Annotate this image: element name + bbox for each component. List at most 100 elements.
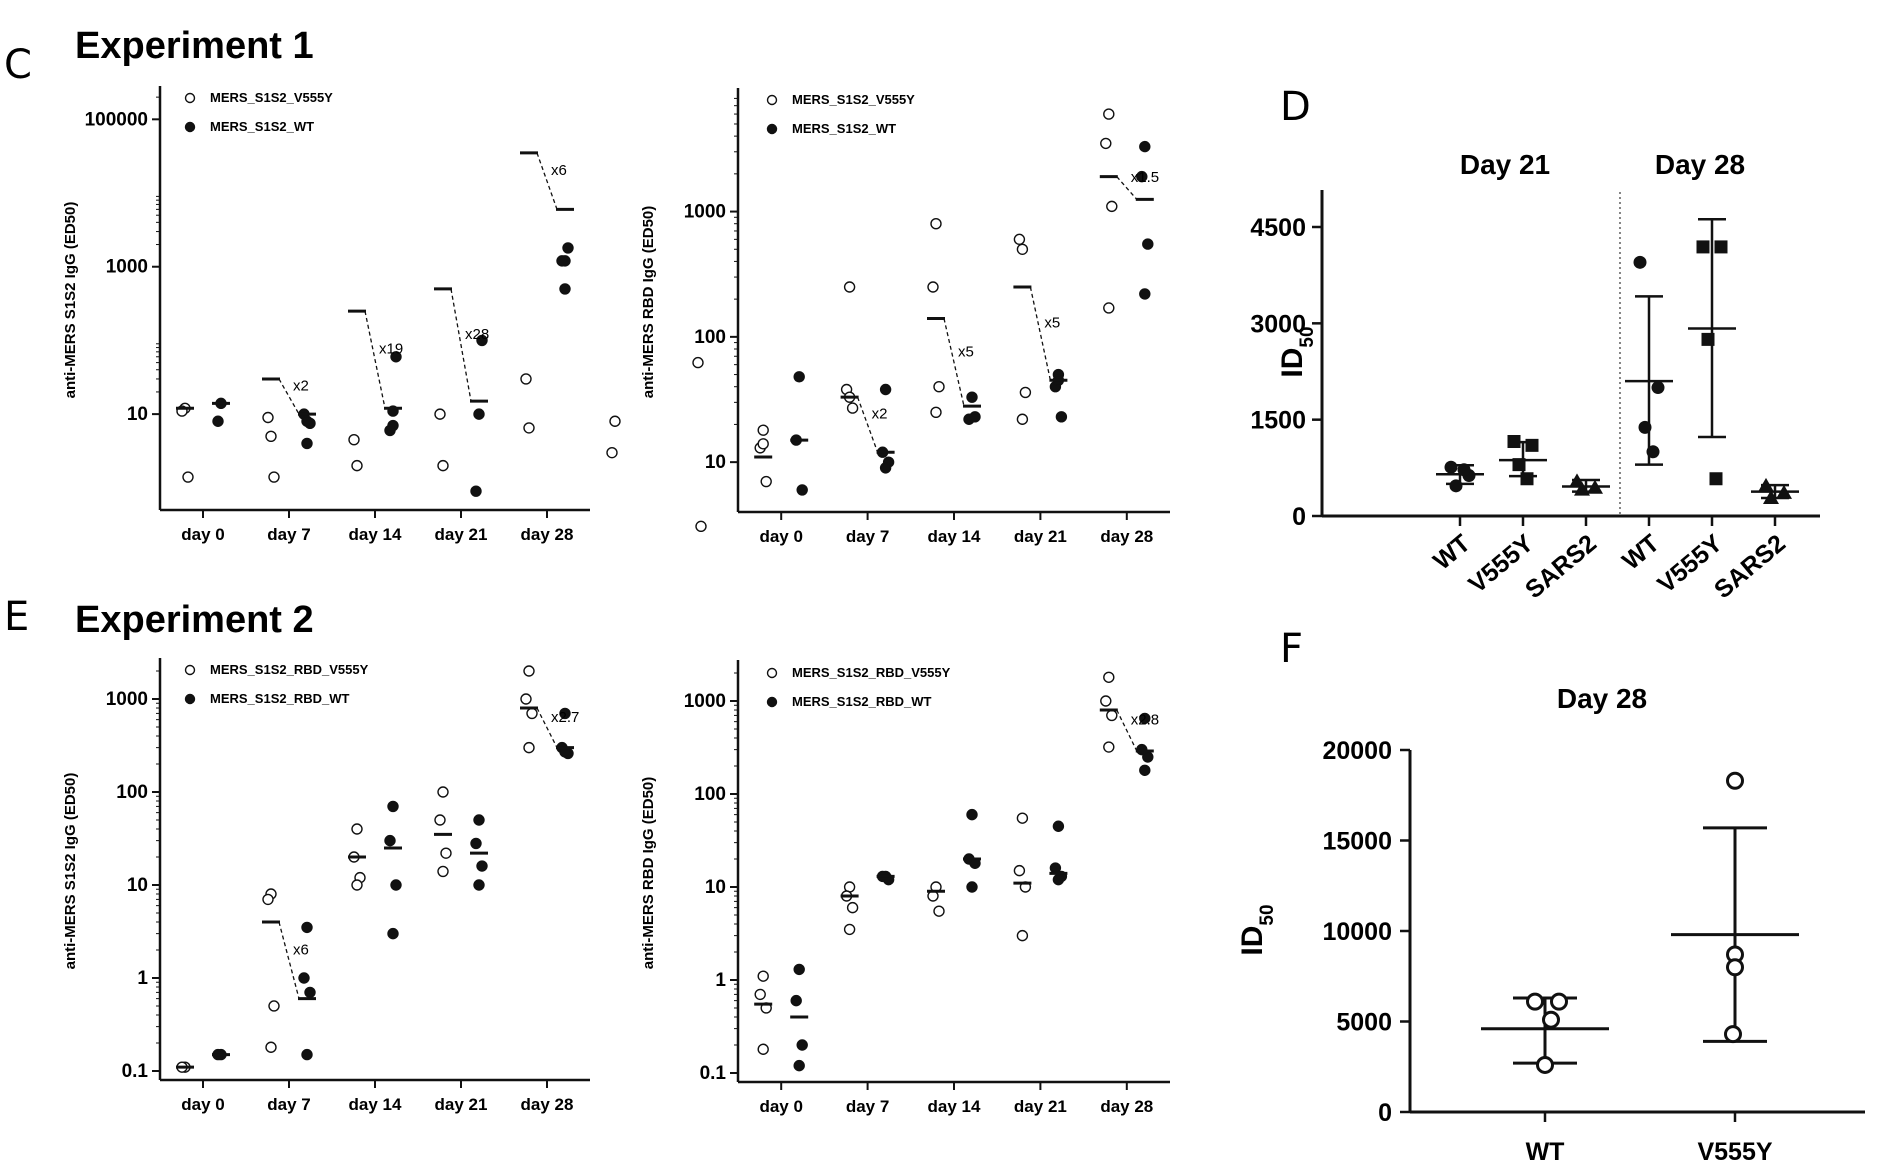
data-point — [437, 865, 449, 878]
data-point — [1106, 709, 1118, 722]
data-point-square — [1701, 332, 1715, 346]
data-point — [1016, 243, 1029, 255]
fold-change-line — [1029, 286, 1052, 381]
data-point — [692, 356, 704, 369]
data-point — [1055, 411, 1068, 423]
data-point — [1103, 741, 1115, 753]
x-tick-label: day 21 — [435, 525, 488, 544]
data-point — [351, 823, 363, 835]
chart-d-id50: Day 21 Day 280150030004500ID50WTV555YSARS… — [1250, 149, 1820, 604]
data-point — [1139, 764, 1151, 776]
y-axis-label-subscript: 50 — [1297, 326, 1318, 347]
y-tick-label: 10 — [705, 452, 726, 473]
data-point — [212, 415, 224, 427]
legend-label: MERS_S1S2_RBD_V555Y — [792, 665, 951, 680]
x-tick-label: day 0 — [759, 1097, 802, 1116]
data-point — [1100, 137, 1112, 150]
y-axis-label-main: ID — [1236, 926, 1269, 956]
data-point — [520, 693, 532, 705]
data-point — [387, 927, 399, 940]
data-point — [434, 814, 446, 826]
data-point — [351, 879, 363, 891]
data-point-triangle — [1763, 490, 1779, 505]
y-tick-label: 10000 — [1322, 918, 1392, 946]
data-point — [1052, 873, 1065, 886]
data-point — [348, 433, 360, 446]
y-tick-label: 1 — [715, 970, 726, 991]
panel-letter-f: F — [1280, 626, 1303, 672]
data-point — [523, 665, 535, 677]
data-point — [390, 351, 402, 363]
y-tick-label: 0 — [1378, 1099, 1392, 1127]
data-point — [351, 459, 363, 472]
y-tick-label: 10 — [127, 875, 148, 896]
data-point — [390, 879, 402, 891]
data-point-circle — [1457, 463, 1471, 477]
data-point — [437, 786, 449, 798]
fold-change-label: x6 — [551, 162, 567, 179]
data-point — [1016, 929, 1029, 942]
data-point — [268, 471, 280, 483]
data-point — [969, 411, 981, 423]
data-point — [966, 808, 978, 821]
data-point — [933, 905, 945, 917]
data-point-open-circle — [1536, 1055, 1554, 1074]
data-point-open-circle — [1550, 992, 1568, 1011]
x-tick-label: day 28 — [521, 1095, 574, 1114]
data-point — [1139, 712, 1151, 725]
data-point — [1103, 108, 1115, 120]
data-point — [470, 485, 482, 497]
x-tick-label: day 14 — [349, 1095, 402, 1114]
y-tick-label: 10 — [705, 877, 726, 898]
data-point — [793, 963, 805, 976]
x-tick-label: day 21 — [435, 1095, 488, 1114]
data-point — [846, 402, 859, 414]
data-point-square — [1709, 472, 1723, 486]
data-point — [440, 847, 452, 859]
fold-change-label: x2 — [293, 378, 309, 395]
data-point — [966, 391, 978, 403]
x-tick-label: day 28 — [521, 525, 574, 544]
data-point-square — [1512, 458, 1526, 472]
y-tick-label: 1 — [137, 968, 148, 989]
data-point — [760, 475, 772, 488]
x-tick-label: day 7 — [846, 527, 889, 546]
data-point-circle — [1646, 445, 1660, 459]
panel-letter-e: E — [4, 594, 29, 640]
experiment-1-title: Experiment 1 — [75, 25, 314, 67]
data-point — [1106, 200, 1118, 213]
data-point-circle — [1638, 420, 1652, 434]
data-point — [1100, 695, 1112, 707]
y-tick-label: 100000 — [85, 109, 148, 130]
fold-change-label: x5 — [1044, 315, 1060, 332]
y-tick-label: 15000 — [1322, 828, 1392, 856]
data-point — [757, 438, 769, 450]
data-point — [473, 879, 485, 891]
fold-change-line — [364, 310, 386, 409]
x-tick-label: WT — [1428, 529, 1476, 575]
data-point — [520, 373, 532, 385]
y-tick-label: 4500 — [1250, 214, 1306, 242]
y-tick-label: 1000 — [106, 257, 148, 278]
legend-label: MERS_S1S2_RBD_V555Y — [210, 662, 369, 677]
chart-e-s1s2: 0.1 1 10 100 1000 day 0 day 7 day 14 day 21 day 2… — [62, 658, 590, 1114]
legend-marker — [766, 667, 778, 679]
data-point — [757, 1043, 769, 1055]
x-tick-label: day 7 — [267, 1095, 310, 1114]
x-tick-label: SARS2 — [1709, 529, 1791, 604]
fold-change-label: x28 — [465, 326, 489, 343]
data-point — [473, 408, 485, 420]
data-point — [609, 415, 621, 427]
fold-change-line — [536, 152, 558, 210]
x-tick-label: day 21 — [1014, 527, 1067, 546]
data-point — [301, 437, 313, 450]
day28-title: Day 28 — [1655, 149, 1745, 180]
data-point-square — [1696, 240, 1710, 254]
fold-change-label: x2.7 — [551, 709, 579, 726]
y-tick-label: 1000 — [106, 689, 148, 710]
data-point — [879, 383, 892, 396]
y-axis-label: ID50 — [1236, 904, 1278, 955]
data-point-triangle — [1776, 484, 1792, 499]
data-point — [1139, 288, 1151, 300]
data-point — [1136, 170, 1148, 183]
